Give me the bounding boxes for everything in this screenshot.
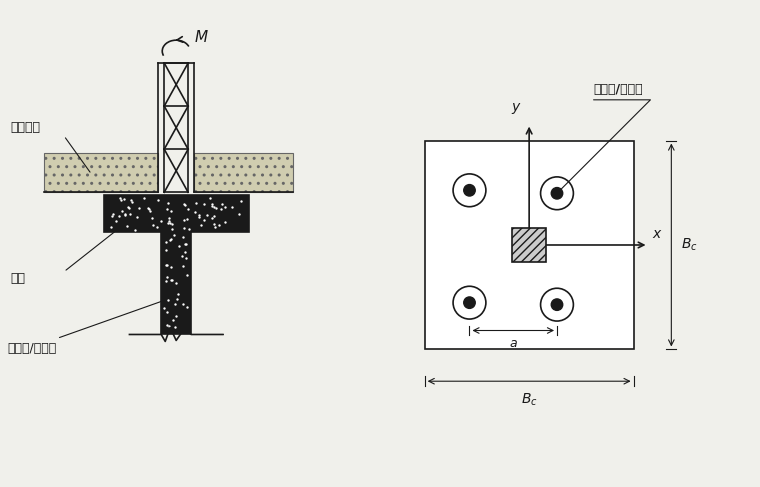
Bar [103, 195, 249, 232]
Circle shape [551, 187, 562, 199]
Bar [512, 228, 546, 262]
Text: $a$: $a$ [508, 337, 518, 351]
Text: 自然地面: 自然地面 [10, 121, 40, 134]
Text: 承台: 承台 [10, 272, 25, 285]
Circle shape [551, 299, 562, 310]
Text: $B_c$: $B_c$ [521, 391, 537, 408]
Text: $x$: $x$ [652, 227, 663, 241]
Bar [194, 152, 293, 192]
Text: $y$: $y$ [511, 101, 521, 116]
Circle shape [464, 297, 475, 308]
Bar [44, 152, 158, 192]
Text: 预制桩/钢管桩: 预制桩/钢管桩 [594, 83, 644, 96]
Circle shape [464, 185, 475, 196]
Text: $B_c$: $B_c$ [681, 237, 698, 253]
Bar [425, 141, 634, 349]
Bar [161, 232, 191, 335]
Text: $M$: $M$ [194, 29, 209, 45]
Text: 预制桩/钢管桩: 预制桩/钢管桩 [7, 342, 56, 355]
